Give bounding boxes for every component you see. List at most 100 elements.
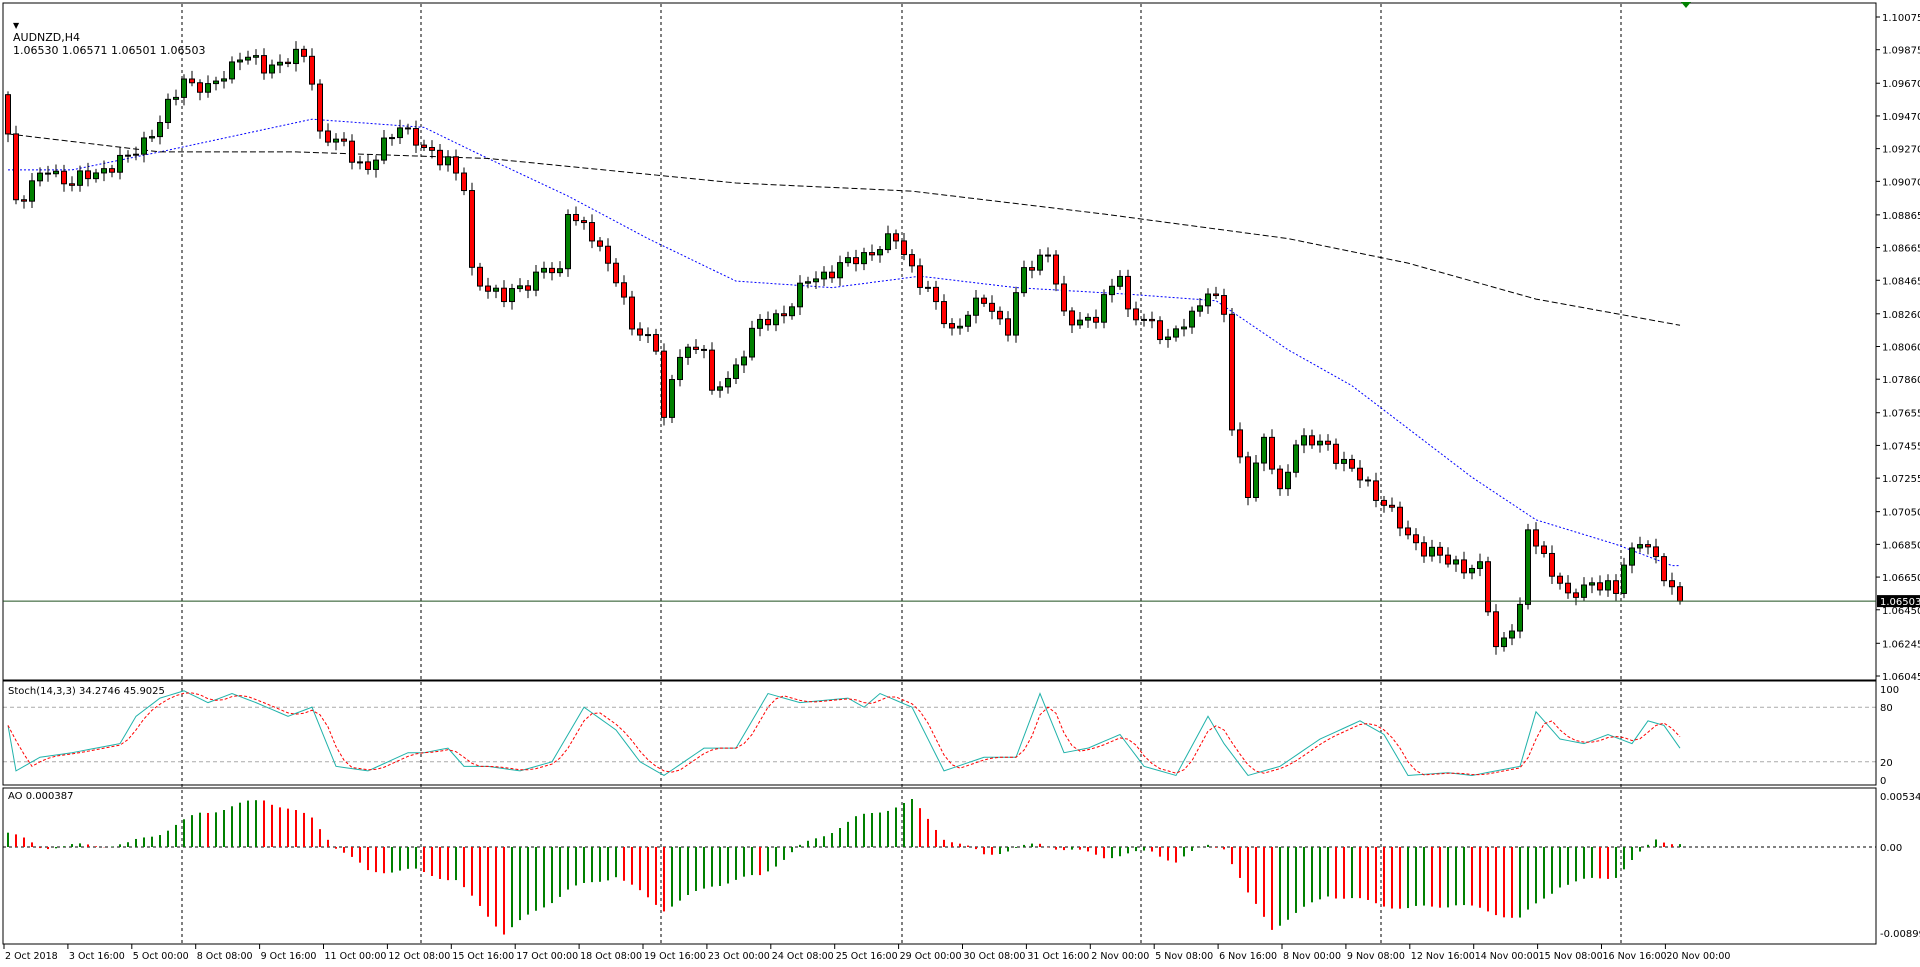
bear-candle [1125,275,1131,310]
bull-candle [125,154,131,157]
bull-candle [1165,336,1171,341]
bear-candle [1485,561,1491,613]
bear-candle [405,127,411,130]
bull-candle [757,318,763,329]
bull-candle [685,346,691,358]
bear-candle [597,240,603,247]
price-tick-label: 1.07655 [1882,409,1920,420]
bear-candle [581,220,587,224]
bear-candle [1133,308,1139,321]
bull-candle [1109,285,1115,296]
current-price-tag [1877,595,1920,608]
bull-candle [925,286,931,289]
bear-candle [69,183,75,186]
bear-candle [21,199,27,202]
bull-candle [333,138,339,143]
stoch-tick-label: 0 [1880,776,1886,787]
panel-frame [2,680,1877,786]
bear-candle [1405,527,1411,536]
bear-candle [485,285,491,292]
bull-candle [141,137,147,155]
awesome-oscillator-panel [3,798,1876,935]
bear-candle [1437,546,1443,556]
bull-candle [205,83,211,93]
price-tick-label: 1.06245 [1882,639,1920,650]
bull-candle [533,271,539,291]
ohlc-label: 1.06530 1.06571 1.06501 1.06503 [13,44,206,57]
bull-candle [1629,547,1635,566]
bull-candle [565,213,571,270]
bull-candle [1261,436,1267,464]
bear-candle [325,130,331,143]
bear-candle [693,346,699,350]
bull-candle [797,282,803,308]
stoch-tick-label: 100 [1880,685,1899,696]
bear-candle [781,313,787,317]
bull-candle [877,249,883,256]
bull-candle [773,313,779,326]
bull-candle [253,55,259,58]
chart-header: ▼ AUDNZD,H4 1.06530 1.06571 1.06501 1.06… [6,5,205,57]
bear-candle [629,296,635,330]
price-tick-label: 1.09875 [1882,46,1920,57]
bull-candle [37,172,43,182]
time-tick-label: 14 Nov 00:00 [1475,951,1539,962]
bull-candle [1589,582,1595,586]
price-tick-label: 1.08665 [1882,244,1920,255]
bear-candle [1541,545,1547,554]
bear-candle [413,128,419,146]
price-tick-label: 1.07050 [1882,508,1920,519]
period-separators [181,4,1622,944]
bull-candle [1037,254,1043,271]
bear-candle [1053,254,1059,285]
bear-candle [549,267,555,274]
bull-candle [1141,318,1147,321]
time-tick-label: 8 Oct 08:00 [197,951,253,962]
stochastic-panel [3,690,1876,777]
bear-candle [909,254,915,267]
bear-candle [981,297,987,304]
bull-candle [245,56,251,61]
bull-candle [117,154,123,173]
bull-candle [1293,444,1299,473]
bear-candle [1269,436,1275,470]
bull-candle [269,64,275,74]
time-tick-label: 2 Oct 2018 [5,951,58,962]
time-axis-bg [0,948,1920,967]
stoch-main-line [7,690,1681,777]
candles [5,41,1683,655]
bull-candle [517,285,523,290]
bear-candle [285,61,291,65]
bull-candle [29,180,35,202]
bull-candle [221,78,227,82]
time-tick-label: 20 Nov 00:00 [1666,951,1730,962]
bear-candle [469,190,475,268]
bull-candle [845,257,851,264]
price-tick-label: 1.06045 [1882,672,1920,683]
ao-tick-label: -0.008997 [1880,929,1920,940]
bear-candle [85,170,91,180]
bull-candle [789,306,795,317]
bull-candle [77,170,83,186]
bear-candle [765,318,771,326]
bull-candle [821,271,827,280]
time-tick-label: 9 Oct 16:00 [261,951,317,962]
bull-candle [837,262,843,279]
bear-candle [365,161,371,170]
bear-candle [309,55,315,85]
bear-candle [1493,611,1499,648]
stoch-header: Stoch(14,3,3) 34.2746 45.9025 [8,686,165,697]
bear-candle [1357,467,1363,481]
price-tick-label: 1.09470 [1882,112,1920,123]
bull-candle [133,153,139,156]
price-tick-label: 1.08060 [1882,343,1920,354]
time-tick-label: 23 Oct 00:00 [708,951,770,962]
bear-candle [437,149,443,166]
bear-candle [709,349,715,391]
bear-candle [61,170,67,185]
bear-candle [893,233,899,242]
collapse-triangle-icon[interactable]: ▼ [13,21,20,30]
bear-candle [1229,313,1235,431]
bear-candle [1061,283,1067,312]
